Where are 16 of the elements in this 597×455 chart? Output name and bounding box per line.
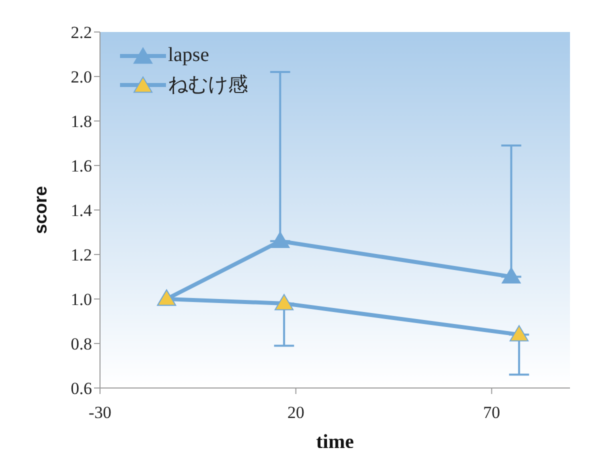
y-tick-label: 0.6 (70, 379, 92, 398)
y-tick-label: 1.8 (70, 112, 92, 132)
legend-label: ねむけ感 (168, 73, 248, 98)
y-tick-label: 1.6 (70, 156, 92, 176)
y-tick-label: 1.4 (70, 201, 92, 220)
x-axis-title: time (316, 431, 354, 453)
y-tick-label: 2.0 (70, 68, 92, 87)
legend-label: lapse (168, 44, 210, 67)
y-tick-label: 1.2 (70, 246, 92, 265)
y-tick-label: 2.2 (70, 23, 92, 42)
x-tick-label: 20 (287, 403, 304, 422)
x-tick-label: 70 (483, 403, 500, 422)
y-tick-label: 1.0 (70, 290, 92, 310)
y-axis-title: score (30, 186, 50, 234)
y-tick-label: 0.8 (70, 334, 92, 354)
x-tick-label: -30 (88, 403, 112, 422)
